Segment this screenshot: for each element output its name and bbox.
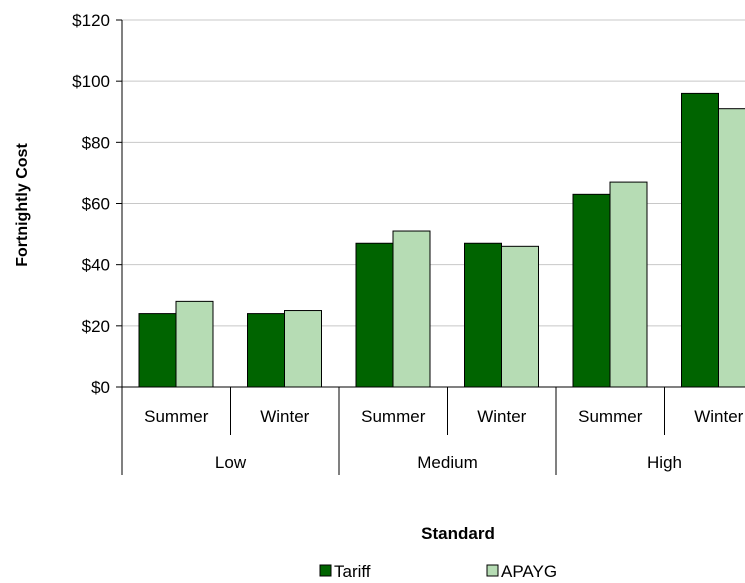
bar-apayg	[609, 181, 648, 388]
bar-apayg	[284, 310, 322, 388]
bar-tariff	[464, 242, 502, 388]
y-axis-title: Fortnightly Cost	[14, 143, 31, 267]
x-category-label: Winter	[694, 407, 743, 426]
bar-apayg	[718, 108, 745, 388]
x-category-label: Summer	[144, 407, 209, 426]
bar-tariff	[355, 242, 394, 388]
y-tick-label: $20	[82, 317, 110, 336]
bar-apayg	[392, 230, 431, 388]
bar-tariff	[572, 193, 611, 388]
x-group-label: Low	[215, 453, 247, 472]
y-tick-label: $40	[82, 256, 110, 275]
x-category-labels: Summer Winter Summer Winter Summer Winter Low M…	[144, 407, 744, 472]
bar-apayg	[175, 300, 214, 388]
legend-swatch	[319, 564, 332, 577]
bar-tariff	[247, 313, 285, 388]
axes	[116, 19, 745, 475]
bar-tariff	[138, 313, 177, 388]
x-category-label: Summer	[361, 407, 426, 426]
bar-apayg	[501, 245, 539, 388]
y-tick-labels: $0 $20 $40 $60 $80 $100 $120	[72, 11, 110, 397]
y-tick-label: $100	[72, 72, 110, 91]
y-tick-label: $80	[82, 133, 110, 152]
legend-swatch	[486, 564, 499, 577]
x-category-label: Summer	[578, 407, 643, 426]
y-tick-label: $0	[91, 378, 110, 397]
x-category-label: Winter	[260, 407, 309, 426]
x-category-label: Winter	[477, 407, 526, 426]
y-tick-label: $120	[72, 11, 110, 30]
y-tick-label: $60	[82, 195, 110, 214]
x-axis-title: Standard	[421, 524, 495, 543]
x-group-label: High	[647, 453, 682, 472]
bar-tariff	[681, 92, 719, 388]
legend-label: Tariff	[334, 562, 371, 581]
x-group-label: Medium	[417, 453, 477, 472]
legend-label: APAYG	[501, 562, 557, 581]
legend: Tariff APAYG	[319, 562, 557, 581]
gridlines	[122, 19, 745, 327]
bars	[138, 92, 745, 388]
